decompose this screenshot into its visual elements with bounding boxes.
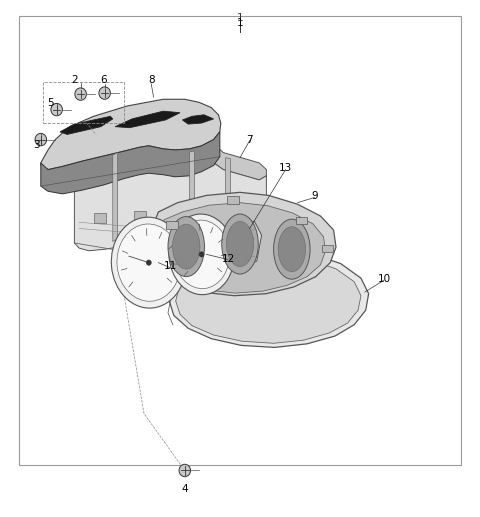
Text: 13: 13	[279, 163, 292, 173]
Ellipse shape	[227, 221, 254, 267]
Text: 10: 10	[377, 274, 391, 284]
Ellipse shape	[278, 226, 305, 272]
Text: 6: 6	[100, 75, 107, 85]
Polygon shape	[233, 221, 262, 269]
Polygon shape	[182, 115, 214, 124]
Bar	[134, 211, 146, 221]
Polygon shape	[41, 132, 220, 194]
Ellipse shape	[168, 217, 204, 277]
Ellipse shape	[146, 260, 151, 265]
Polygon shape	[226, 158, 230, 254]
Bar	[227, 196, 239, 204]
Polygon shape	[74, 132, 266, 180]
Text: 3: 3	[33, 140, 39, 150]
Bar	[166, 221, 178, 229]
Bar	[94, 213, 106, 223]
Text: 1: 1	[237, 13, 243, 23]
Polygon shape	[74, 149, 266, 275]
Text: 4: 4	[181, 483, 188, 494]
Polygon shape	[190, 151, 194, 240]
Bar	[322, 245, 333, 252]
Ellipse shape	[222, 214, 258, 274]
Text: 12: 12	[221, 253, 235, 264]
Ellipse shape	[117, 224, 180, 301]
Text: 9: 9	[311, 191, 318, 202]
Text: 1: 1	[237, 18, 243, 28]
Circle shape	[75, 88, 86, 100]
Circle shape	[35, 133, 47, 146]
Ellipse shape	[199, 252, 204, 257]
Polygon shape	[115, 111, 180, 128]
Bar	[163, 211, 175, 221]
Polygon shape	[41, 99, 221, 170]
Ellipse shape	[173, 224, 200, 269]
Polygon shape	[113, 153, 118, 241]
Text: 7: 7	[246, 134, 253, 145]
Bar	[19, 16, 461, 465]
Text: 2: 2	[71, 75, 78, 85]
Circle shape	[99, 87, 110, 99]
Polygon shape	[146, 192, 336, 296]
Ellipse shape	[169, 214, 234, 295]
Bar	[296, 217, 307, 224]
Bar	[235, 222, 247, 233]
Ellipse shape	[174, 220, 229, 288]
Polygon shape	[176, 254, 361, 343]
Text: 8: 8	[148, 75, 155, 85]
Ellipse shape	[274, 219, 310, 279]
Circle shape	[179, 464, 191, 477]
Circle shape	[51, 103, 62, 116]
Polygon shape	[169, 248, 369, 347]
Text: 5: 5	[47, 98, 54, 109]
Text: 11: 11	[164, 261, 177, 271]
Ellipse shape	[111, 217, 186, 308]
Polygon shape	[60, 116, 113, 134]
Polygon shape	[155, 203, 325, 293]
